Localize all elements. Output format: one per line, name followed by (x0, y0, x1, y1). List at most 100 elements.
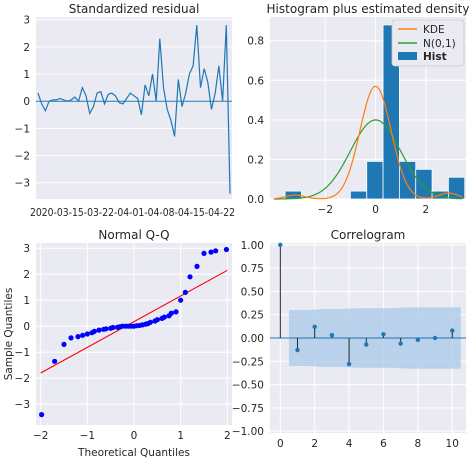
acf-marker (381, 332, 386, 337)
qq-point (187, 274, 193, 280)
correlogram-y-tick-label: −0.75 (232, 403, 264, 415)
qq-point (161, 314, 167, 320)
qq-x-tick-label: −2 (33, 430, 48, 442)
qq-point (173, 309, 179, 315)
qq-point (75, 334, 81, 340)
histogram-bar (382, 24, 400, 200)
qq-point (168, 310, 174, 316)
qq-point (80, 332, 86, 338)
correlogram-x-tick-label: 4 (346, 438, 353, 450)
correlogram-x-tick-label: 6 (380, 438, 387, 450)
qq-point (61, 341, 67, 347)
correlogram-y-tick-label: 0.00 (241, 333, 264, 345)
correlogram-y-tick-label: −1.00 (232, 426, 264, 438)
correlogram-y-tick-label: 0.50 (241, 286, 264, 298)
correlogram-y-tick-label: 0.75 (241, 263, 264, 275)
histogram-bar (448, 176, 466, 200)
qq-title: Normal Q-Q (98, 228, 169, 242)
qq-point (154, 317, 160, 323)
correlogram-y-tick-label: −0.25 (232, 356, 264, 368)
legend-hist-label: Hist (423, 51, 447, 63)
acf-marker (364, 342, 369, 347)
qq-point (84, 331, 90, 337)
histogram-legend: KDE N(0,1) Hist (391, 19, 465, 67)
correlogram-panel: 1.00 0.75 0.50 0.25 0.00 −0.25 −0.50 −0.75 −1.00… (232, 228, 466, 450)
qq-x-axis-label: Theoretical Quantiles (77, 447, 190, 459)
qq-x-tick-label: 1 (177, 430, 184, 442)
histogram-y-tick-label: 0.8 (247, 36, 264, 48)
histogram-x-tick-label: 2 (422, 204, 429, 216)
qq-panel: 3 2 1 0 −1 −2 −3 −2 −1 0 1 2 Normal Q-Q Theoretica… (3, 228, 232, 459)
acf-marker (295, 347, 300, 353)
residual-y-tick-label: 0 (23, 96, 30, 108)
qq-point (194, 263, 200, 269)
qq-point (213, 248, 219, 254)
acf-marker (432, 335, 438, 341)
residual-series-line (37, 25, 231, 194)
residual-plot-area (36, 17, 232, 199)
qq-point (52, 358, 58, 364)
qq-x-tick-label: −1 (80, 430, 95, 442)
residual-title: Standardized residual (69, 2, 200, 16)
histogram-y-tick-label: 0.2 (247, 154, 264, 166)
acf-marker (415, 337, 421, 343)
qq-x-tick-label: 0 (131, 430, 138, 442)
histogram-y-tick-label: 0.0 (247, 194, 264, 206)
histogram-y-tick-label: 0.4 (247, 115, 264, 127)
histogram-x-tick-label: −2 (318, 204, 333, 216)
correlogram-x-tick-label: 8 (415, 438, 422, 450)
histogram-bar (350, 190, 368, 200)
qq-point (223, 246, 229, 253)
correlogram-x-tick-label: 0 (277, 438, 284, 450)
acf-marker (450, 328, 455, 333)
normal-density-curve (273, 119, 463, 200)
legend-normal-label: N(0,1) (423, 38, 456, 50)
histogram-bar (366, 161, 384, 200)
histogram-x-tick-label: 0 (372, 204, 379, 216)
qq-reference-line (40, 269, 228, 374)
qq-y-tick-label: −2 (15, 373, 30, 385)
qq-point (208, 249, 214, 255)
acf-marker (329, 333, 335, 338)
qq-point (201, 250, 207, 256)
correlogram-y-tick-label: −0.50 (232, 380, 264, 392)
correlogram-y-tick-label: 0.25 (241, 310, 264, 322)
histogram-bar (415, 168, 433, 200)
residual-x-tick-labels: 2020-03-15-03-22-04-01-04-08-04-15-04-22 (30, 207, 235, 219)
qq-x-tick-label: 2 (224, 430, 231, 442)
histogram-title: Histogram plus estimated density (267, 2, 470, 16)
qq-point (103, 326, 109, 332)
residual-y-tick-label: −1 (15, 123, 30, 135)
qq-point (68, 335, 74, 341)
qq-point (91, 328, 97, 334)
qq-point (39, 412, 45, 418)
correlogram-x-tick-label: 10 (446, 438, 459, 450)
qq-y-tick-label: −3 (15, 399, 30, 411)
qq-y-tick-label: 2 (23, 269, 30, 281)
qq-y-axis-label: Sample Quantiles (3, 288, 15, 381)
acf-marker (346, 361, 352, 367)
acf-marker (398, 341, 403, 346)
histogram-y-tick-label: 0.6 (247, 75, 264, 87)
residual-y-tick-label: −2 (15, 151, 30, 163)
qq-point (147, 319, 153, 325)
qq-point (178, 297, 184, 303)
qq-point (182, 289, 188, 295)
legend-hist-swatch (398, 52, 417, 60)
qq-y-tick-label: −1 (15, 347, 30, 359)
qq-y-tick-label: 1 (23, 295, 30, 307)
residual-y-tick-label: 3 (23, 15, 30, 27)
residual-y-tick-label: 1 (23, 69, 30, 81)
correlogram-title: Correlogram (331, 228, 406, 242)
qq-point (110, 324, 116, 331)
correlogram-x-tick-label: 2 (311, 438, 318, 450)
histogram-panel: 0.8 0.6 0.4 0.2 0.0 −2 0 2 Histogram plus esti… (247, 2, 469, 216)
acf-marker (278, 242, 283, 248)
residual-y-tick-label: −3 (15, 178, 30, 190)
residual-panel: 3 2 1 0 −1 −2 −3 Standardized residual 2020-03… (15, 2, 235, 219)
kde-density-curve (273, 85, 463, 200)
acf-marker (312, 324, 317, 330)
legend-kde-label: KDE (423, 24, 445, 36)
correlogram-y-tick-label: 1.00 (241, 240, 264, 252)
